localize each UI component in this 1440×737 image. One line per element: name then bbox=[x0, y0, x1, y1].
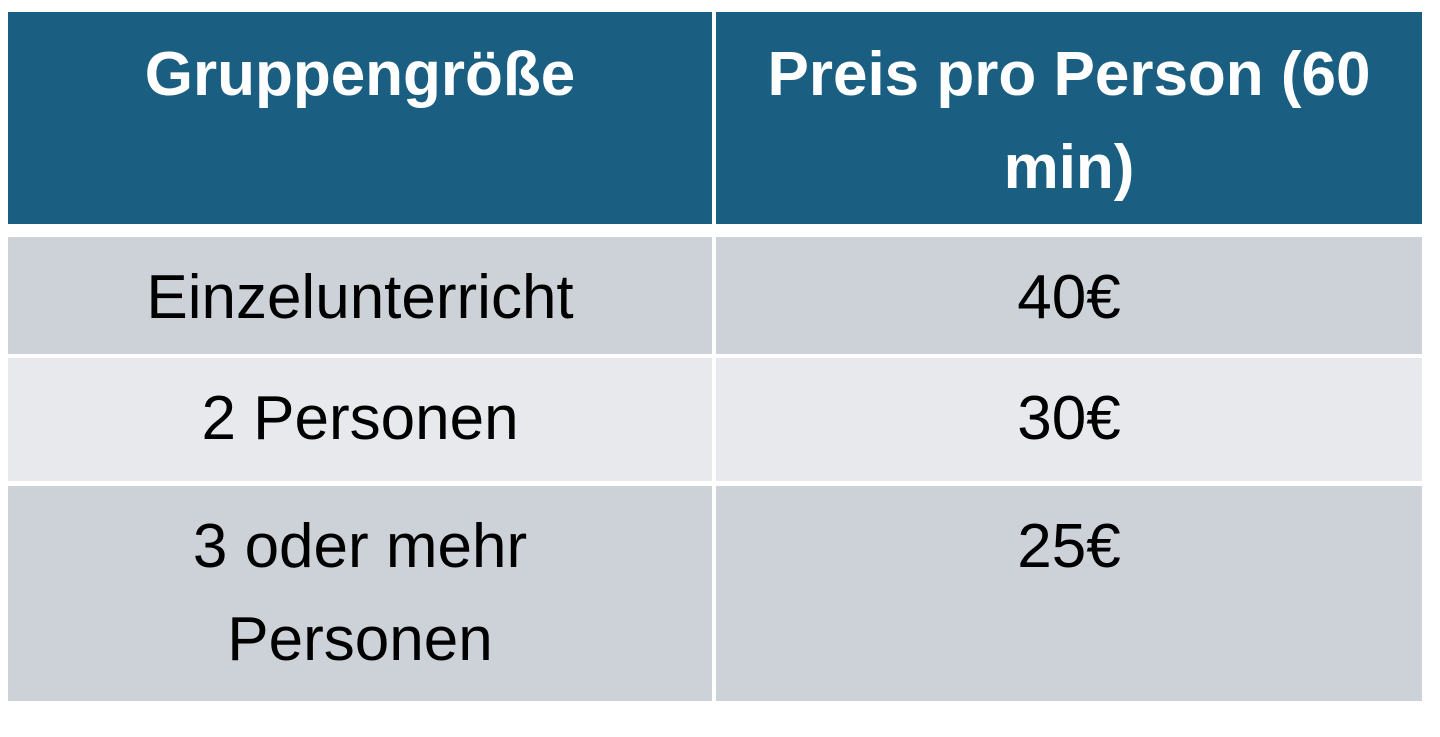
table-cell: 3 oder mehr Personen bbox=[8, 486, 712, 701]
table-cell: 40€ bbox=[716, 237, 1422, 354]
table-cell: Einzelunterricht bbox=[8, 237, 712, 354]
header-cell: Gruppengröße bbox=[8, 12, 712, 224]
table-cell: 30€ bbox=[716, 358, 1422, 481]
table-cell: 25€ bbox=[716, 486, 1422, 701]
header-cell: Preis pro Person (60 min) bbox=[716, 12, 1422, 224]
table-cell: 2 Personen bbox=[8, 358, 712, 481]
